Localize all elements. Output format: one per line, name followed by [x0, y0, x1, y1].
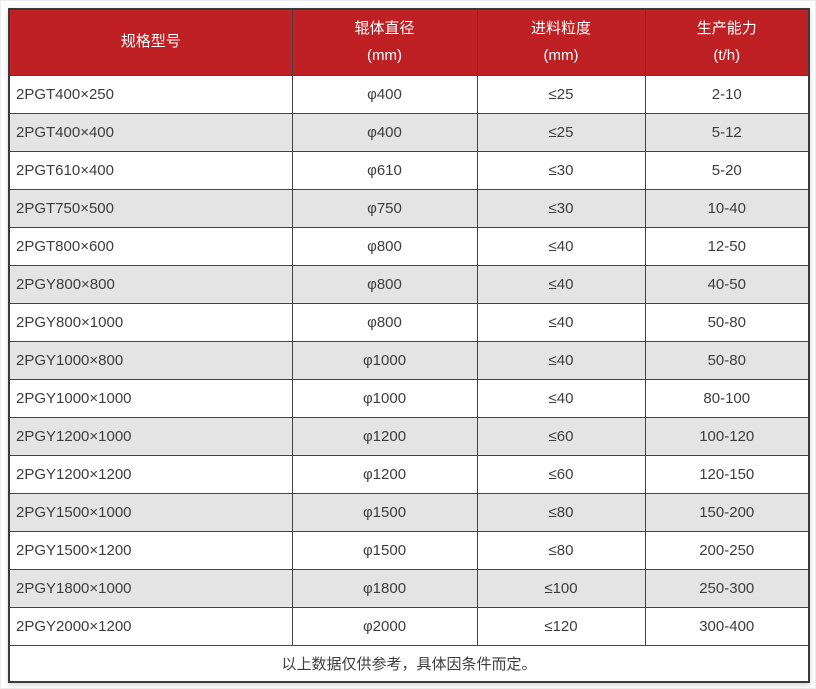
cell-roller-diameter: φ400: [291, 74, 478, 114]
table-row: 2PGY2000×1200 φ2000 ≤120 300-400: [8, 606, 810, 646]
cell-roller-diameter: φ1200: [291, 454, 478, 494]
header-capacity-unit: (t/h): [713, 47, 741, 65]
table-row: 2PGY1000×1000 φ1000 ≤40 80-100: [8, 378, 810, 418]
header-row: 规格型号 辊体直径 (mm) 进料粒度 (mm) 生产能力 (t/h): [8, 8, 810, 76]
cell-model: 2PGY1000×1000: [8, 378, 293, 418]
cell-roller-diameter: φ400: [291, 112, 478, 152]
header-capacity-label: 生产能力: [696, 19, 757, 37]
cell-capacity: 200-250: [644, 530, 810, 570]
cell-model: 2PGY1500×1200: [8, 530, 293, 570]
cell-feed-size: ≤40: [476, 340, 646, 380]
table-row: 2PGY1500×1000 φ1500 ≤80 150-200: [8, 492, 810, 532]
table-row: 2PGT800×600 φ800 ≤40 12-50: [8, 226, 810, 266]
cell-capacity: 120-150: [644, 454, 810, 494]
cell-capacity: 50-80: [644, 340, 810, 380]
cell-roller-diameter: φ800: [291, 264, 478, 304]
table-row: 2PGT610×400 φ610 ≤30 5-20: [8, 150, 810, 190]
cell-model: 2PGT400×400: [8, 112, 293, 152]
cell-capacity: 250-300: [644, 568, 810, 608]
header-feed-size-label: 进料粒度: [530, 19, 591, 37]
cell-roller-diameter: φ2000: [291, 606, 478, 646]
cell-roller-diameter: φ1500: [291, 530, 478, 570]
cell-model: 2PGY1200×1200: [8, 454, 293, 494]
header-roller-diameter-label: 辊体直径: [354, 19, 415, 37]
header-cell-model: 规格型号: [8, 8, 293, 76]
cell-model: 2PGY1200×1000: [8, 416, 293, 456]
table-row: 2PGY1800×1000 φ1800 ≤100 250-300: [8, 568, 810, 608]
cell-feed-size: ≤30: [476, 150, 646, 190]
cell-model: 2PGT610×400: [8, 150, 293, 190]
table-row: 2PGY1500×1200 φ1500 ≤80 200-250: [8, 530, 810, 570]
cell-model: 2PGY2000×1200: [8, 606, 293, 646]
cell-feed-size: ≤40: [476, 264, 646, 304]
cell-capacity: 12-50: [644, 226, 810, 266]
footer-note: 以上数据仅供参考，具体因条件而定。: [8, 644, 810, 683]
cell-capacity: 40-50: [644, 264, 810, 304]
cell-model: 2PGY1800×1000: [8, 568, 293, 608]
spec-table-footer: 以上数据仅供参考，具体因条件而定。: [8, 644, 810, 683]
cell-capacity: 5-20: [644, 150, 810, 190]
table-row: 2PGY1000×800 φ1000 ≤40 50-80: [8, 340, 810, 380]
spec-table-header: 规格型号 辊体直径 (mm) 进料粒度 (mm) 生产能力 (t/h): [8, 8, 810, 76]
header-cell-capacity: 生产能力 (t/h): [644, 8, 810, 76]
cell-feed-size: ≤120: [476, 606, 646, 646]
cell-roller-diameter: φ1800: [291, 568, 478, 608]
cell-feed-size: ≤80: [476, 530, 646, 570]
cell-model: 2PGT800×600: [8, 226, 293, 266]
header-cell-roller-diameter: 辊体直径 (mm): [291, 8, 478, 76]
header-model-label: 规格型号: [120, 33, 181, 51]
cell-roller-diameter: φ1200: [291, 416, 478, 456]
cell-roller-diameter: φ1500: [291, 492, 478, 532]
cell-roller-diameter: φ1000: [291, 378, 478, 418]
cell-feed-size: ≤40: [476, 378, 646, 418]
cell-feed-size: ≤60: [476, 416, 646, 456]
cell-model: 2PGT400×250: [8, 74, 293, 114]
cell-roller-diameter: φ610: [291, 150, 478, 190]
cell-capacity: 300-400: [644, 606, 810, 646]
cell-capacity: 80-100: [644, 378, 810, 418]
cell-roller-diameter: φ1000: [291, 340, 478, 380]
cell-capacity: 50-80: [644, 302, 810, 342]
spec-table: 规格型号 辊体直径 (mm) 进料粒度 (mm) 生产能力 (t/h) 2PGT…: [8, 8, 810, 683]
cell-capacity: 2-10: [644, 74, 810, 114]
cell-capacity: 150-200: [644, 492, 810, 532]
header-cell-feed-size: 进料粒度 (mm): [476, 8, 646, 76]
header-roller-diameter-unit: (mm): [367, 47, 402, 65]
cell-feed-size: ≤40: [476, 302, 646, 342]
cell-model: 2PGY800×1000: [8, 302, 293, 342]
cell-capacity: 100-120: [644, 416, 810, 456]
cell-capacity: 10-40: [644, 188, 810, 228]
cell-roller-diameter: φ750: [291, 188, 478, 228]
cell-roller-diameter: φ800: [291, 226, 478, 266]
table-row: 2PGY1200×1000 φ1200 ≤60 100-120: [8, 416, 810, 456]
header-feed-size-unit: (mm): [543, 47, 579, 65]
cell-feed-size: ≤25: [476, 112, 646, 152]
table-row: 2PGT750×500 φ750 ≤30 10-40: [8, 188, 810, 228]
footer-row: 以上数据仅供参考，具体因条件而定。: [8, 644, 810, 683]
cell-model: 2PGT750×500: [8, 188, 293, 228]
cell-feed-size: ≤100: [476, 568, 646, 608]
cell-capacity: 5-12: [644, 112, 810, 152]
cell-feed-size: ≤40: [476, 226, 646, 266]
cell-model: 2PGY800×800: [8, 264, 293, 304]
table-row: 2PGT400×400 φ400 ≤25 5-12: [8, 112, 810, 152]
table-row: 2PGY1200×1200 φ1200 ≤60 120-150: [8, 454, 810, 494]
cell-model: 2PGY1000×800: [8, 340, 293, 380]
cell-model: 2PGY1500×1000: [8, 492, 293, 532]
table-row: 2PGY800×800 φ800 ≤40 40-50: [8, 264, 810, 304]
cell-feed-size: ≤30: [476, 188, 646, 228]
table-row: 2PGY800×1000 φ800 ≤40 50-80: [8, 302, 810, 342]
spec-table-body: 2PGT400×250 φ400 ≤25 2-10 2PGT400×400 φ4…: [8, 74, 810, 646]
cell-feed-size: ≤60: [476, 454, 646, 494]
cell-feed-size: ≤80: [476, 492, 646, 532]
cell-roller-diameter: φ800: [291, 302, 478, 342]
cell-feed-size: ≤25: [476, 74, 646, 114]
table-row: 2PGT400×250 φ400 ≤25 2-10: [8, 74, 810, 114]
